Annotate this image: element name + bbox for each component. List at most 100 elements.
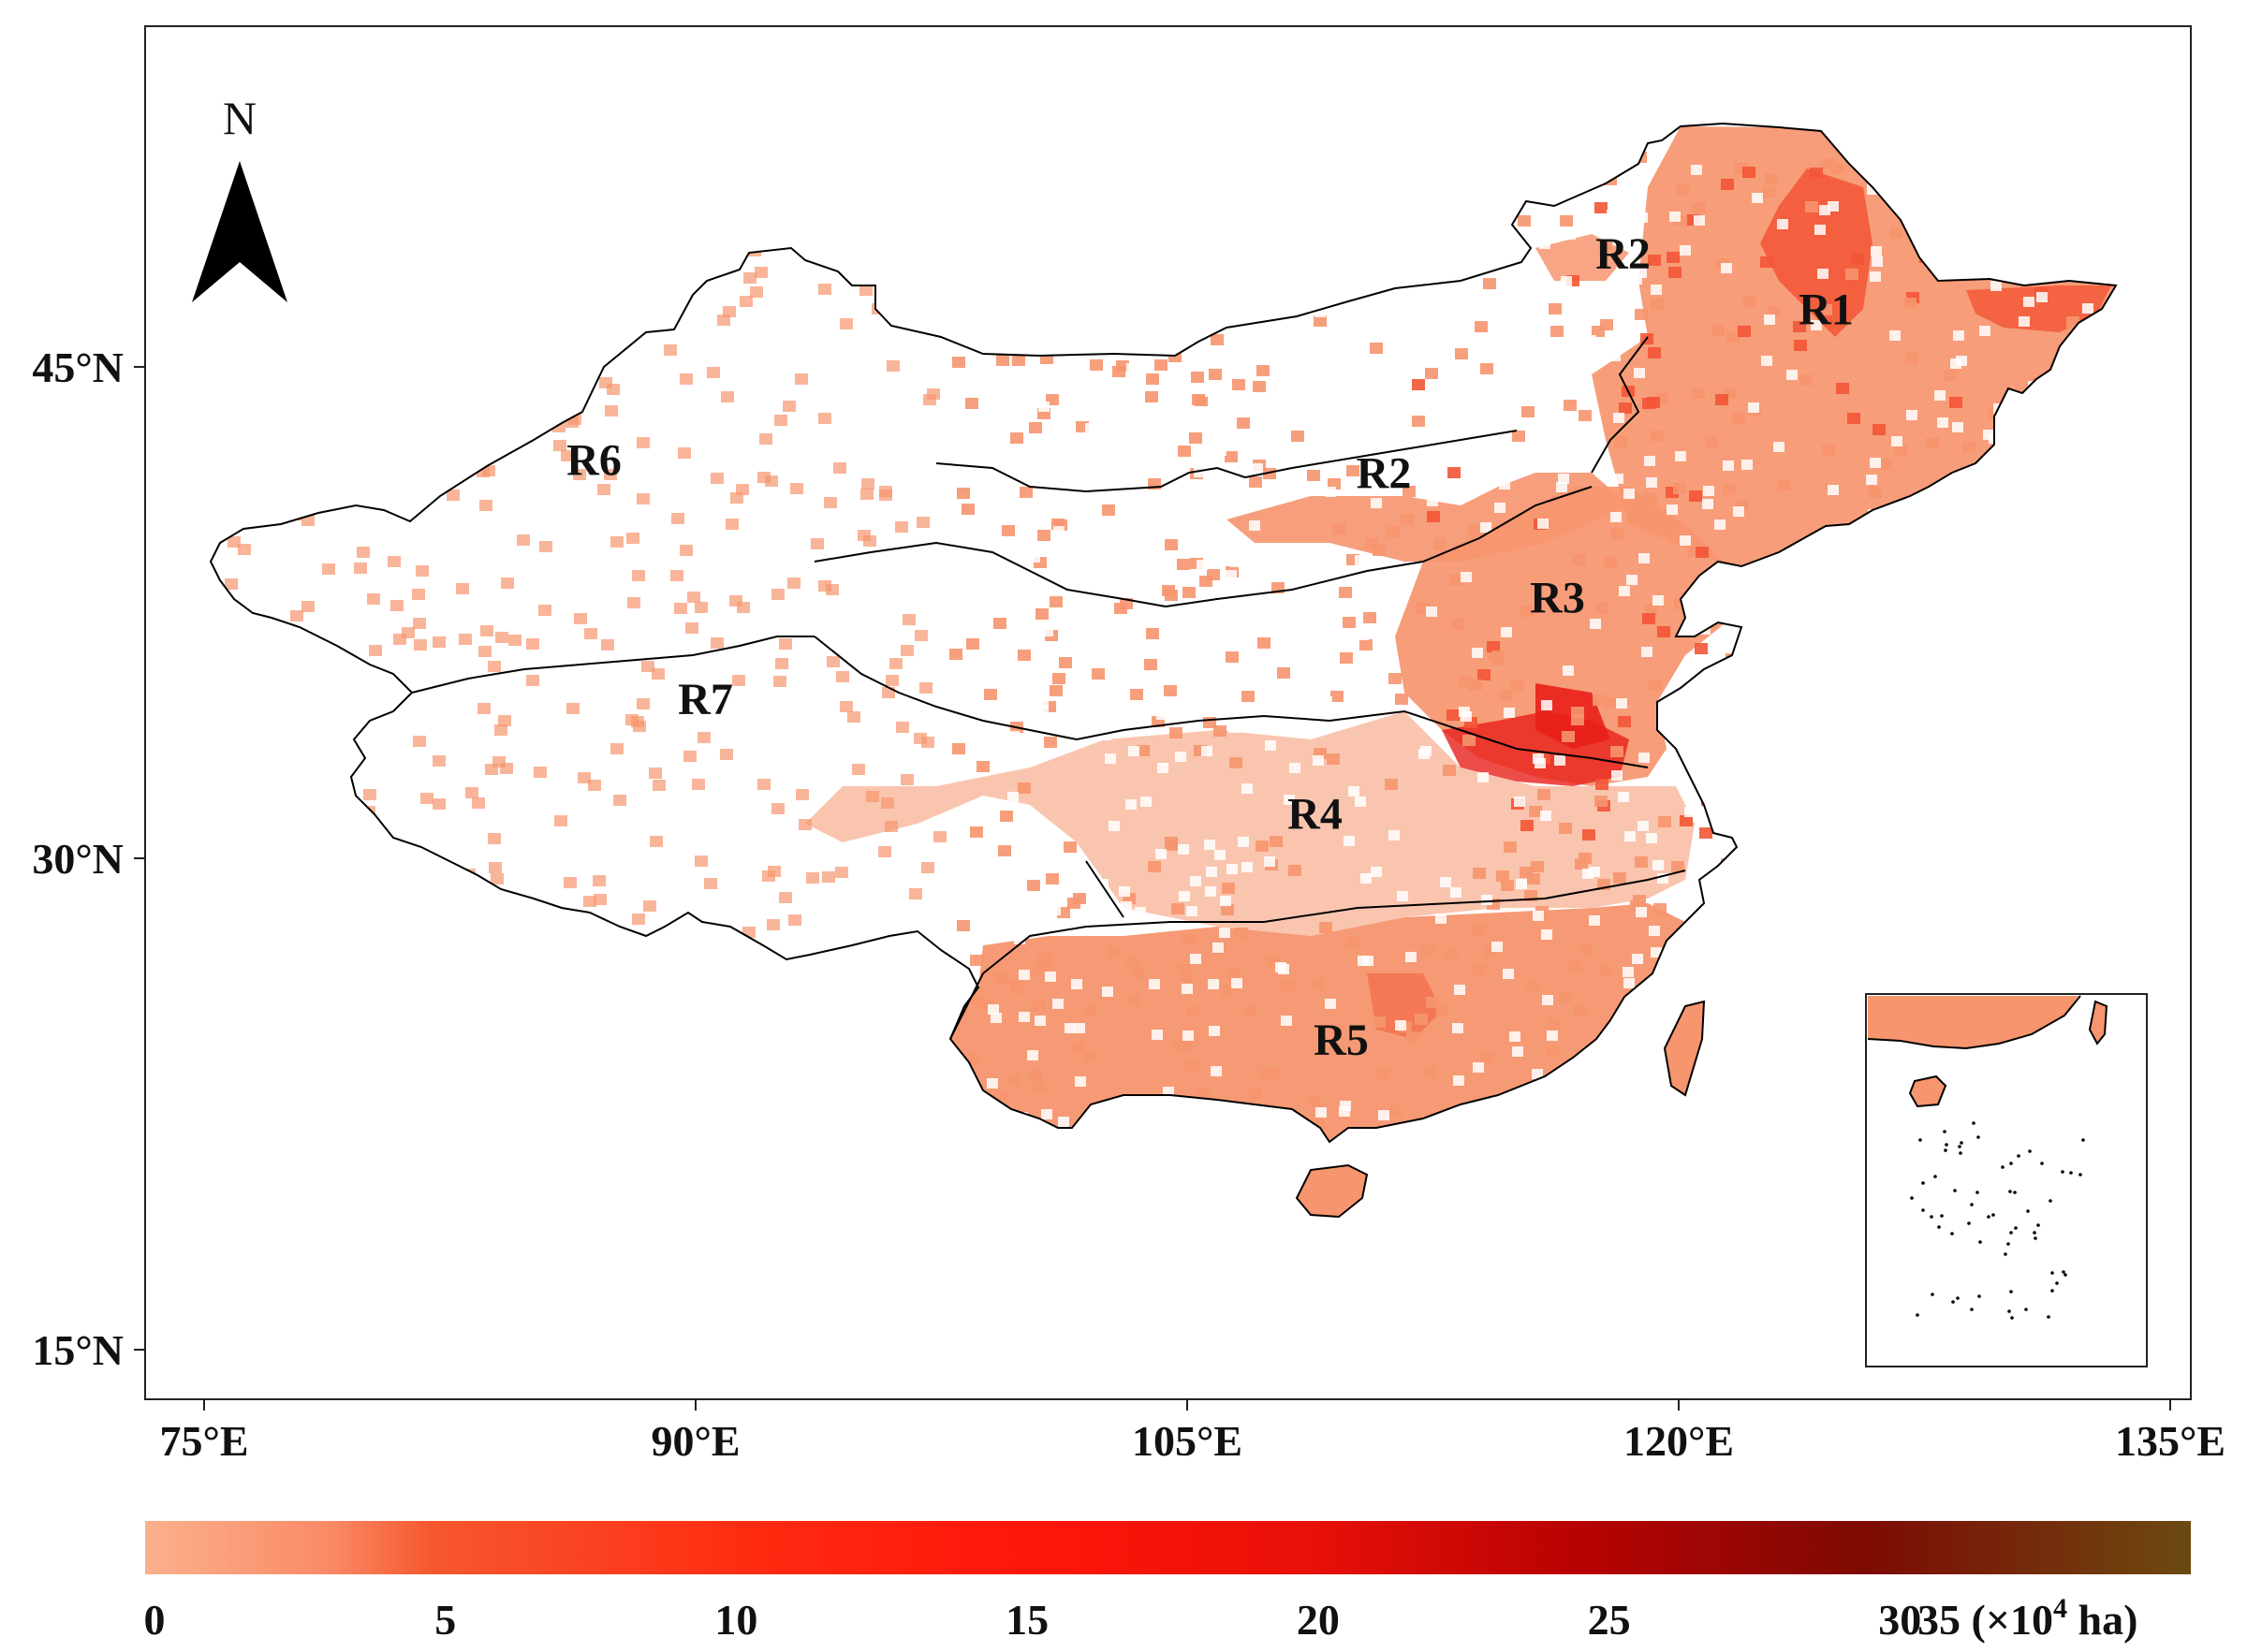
speckle-pixel [1658,816,1671,827]
speckle-pixel [1836,383,1849,394]
speckle-pixel [1705,436,1718,447]
speckle-hole [1395,1020,1406,1031]
speckle-hole [1016,547,1027,557]
speckle-pixel [1146,373,1159,385]
speckle-hole [1249,720,1260,730]
inset-island-dot [2040,1162,2044,1165]
speckle-hole [1209,1026,1220,1036]
speckle-pixel [1726,331,1740,343]
speckle-hole [1158,436,1169,446]
speckle-pixel [1699,827,1712,839]
speckle-pixel [627,597,640,608]
legend-tick-label: 10 [714,1596,757,1644]
speckle-pixel [863,535,876,547]
speckle-hole [1582,869,1593,879]
speckle-pixel [921,862,934,873]
speckle-hole [1240,678,1251,688]
speckle-pixel [788,914,801,926]
inset-island-dot [2004,1252,2007,1256]
speckle-hole [1325,999,1336,1009]
speckle-pixel [1377,1069,1390,1080]
speckle-pixel [674,603,687,614]
speckle-pixel [720,749,733,760]
speckle-hole [1182,984,1193,994]
speckle-hole [1157,763,1168,773]
speckle-hole [1097,879,1109,889]
speckle-hole [1891,436,1902,446]
speckle-pixel [1635,309,1648,320]
speckle-pixel [695,855,708,867]
speckle-pixel [1154,359,1168,371]
region-label-r4: R4 [1287,790,1343,840]
speckle-pixel [1594,202,1608,213]
speckle-hole [1611,770,1623,781]
speckle-hole [1265,482,1276,492]
speckle-hole [1472,648,1483,658]
speckle-hole [1120,571,1131,581]
speckle-hole [1501,627,1512,637]
speckle-pixel [1889,227,1902,239]
inset-island-dot [1918,1138,1922,1142]
speckle-pixel [637,493,650,504]
speckle-hole [1554,755,1565,766]
speckle-pixel [1520,606,1534,617]
speckle-hole [1060,373,1071,384]
region-label-r7: R7 [678,675,733,724]
speckle-hole [1661,892,1672,902]
speckle-hole [1315,1107,1327,1118]
speckle-pixel [1562,731,1575,742]
speckle-hole [1870,271,1881,282]
speckle-pixel [357,547,370,558]
speckle-hole [1156,709,1168,720]
speckle-hole [1029,552,1040,563]
speckle-pixel [861,478,874,490]
speckle-pixel [1501,880,1514,891]
speckle-hole [1214,850,1226,860]
speckle-pixel [901,645,914,656]
speckle-hole [1212,943,1224,953]
speckle-hole [1045,719,1056,729]
inset-island-dot [2036,1223,2040,1227]
speckle-pixel [390,600,404,611]
speckle-pixel [1130,689,1143,700]
speckle-pixel [1127,995,1140,1006]
speckle-pixel [495,632,508,643]
speckle-pixel [412,589,425,600]
speckle-hole [1118,417,1129,427]
speckle-pixel [583,896,596,907]
speckle-pixel [607,384,620,395]
speckle-hole [1313,755,1324,766]
speckle-hole [1494,503,1505,513]
speckle-pixel [1332,523,1345,534]
speckle-pixel [1090,359,1103,371]
speckle-hole [1556,482,1567,492]
speckle-pixel [687,592,700,603]
speckle-hole [1461,711,1472,722]
speckle-hole [1533,911,1544,921]
inset-island-dot [1916,1313,1919,1317]
speckle-pixel [1459,676,1472,687]
speckle-hole [1200,700,1212,710]
region-label-r1: R1 [1799,285,1854,335]
speckle-hole [1589,915,1600,926]
speckle-hole [1828,201,1839,212]
speckle-hole [1270,548,1281,558]
speckle-pixel [750,286,763,298]
speckle-pixel [996,355,1009,366]
speckle-hole [1641,647,1652,657]
speckle-pixel [1426,997,1439,1008]
speckle-pixel [1869,487,1882,498]
speckle-pixel [489,862,502,873]
speckle-pixel [1648,255,1661,266]
speckle-pixel [534,767,547,778]
speckle-hole [1226,612,1237,622]
speckle-pixel [1052,673,1065,684]
speckle-pixel [1403,486,1416,497]
speckle-pixel [1721,179,1734,190]
speckle-hole [1286,627,1298,637]
speckle-pixel [670,570,683,581]
speckle-hole [1249,520,1260,531]
speckle-pixel [957,488,970,499]
region-boundary [814,636,1124,741]
speckle-pixel [1673,483,1686,494]
